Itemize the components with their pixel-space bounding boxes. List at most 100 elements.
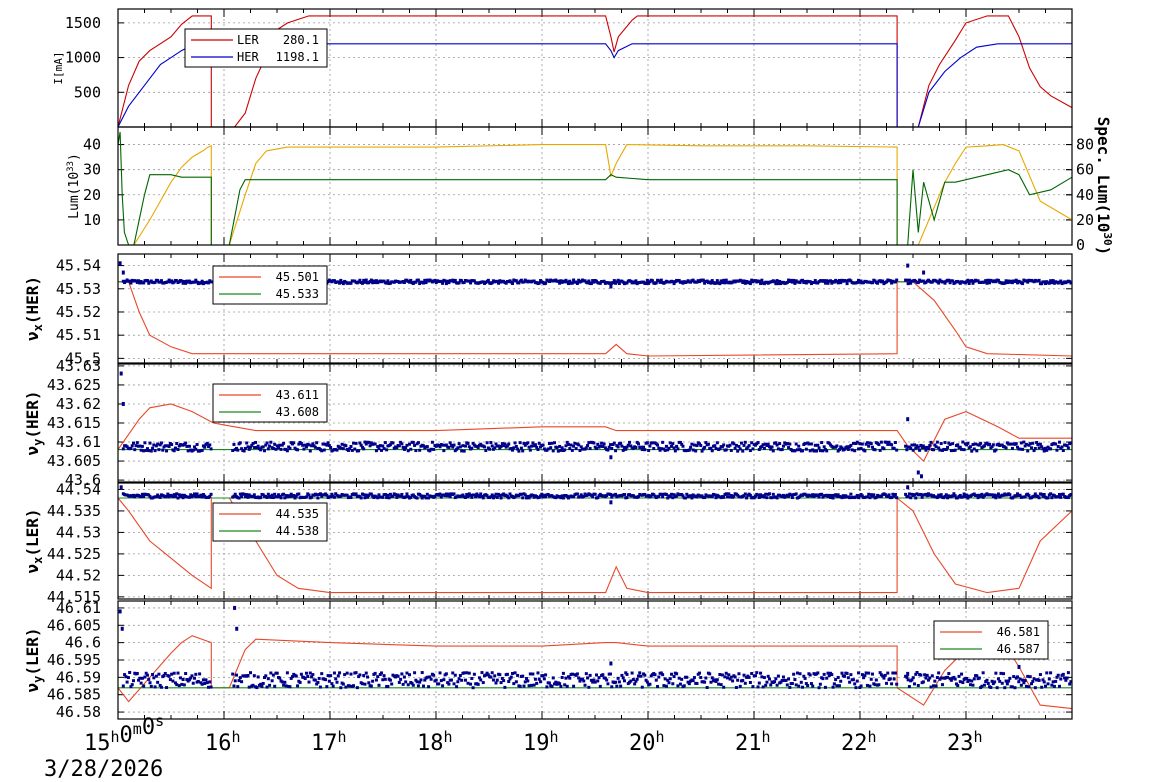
data-point bbox=[675, 444, 679, 448]
data-point bbox=[625, 672, 629, 676]
data-point bbox=[432, 673, 436, 677]
y-tick-label: 44.54 bbox=[56, 480, 101, 498]
data-point bbox=[821, 449, 825, 453]
data-point bbox=[753, 443, 757, 447]
data-point bbox=[865, 683, 869, 687]
data-point bbox=[653, 673, 657, 677]
data-point bbox=[138, 444, 142, 448]
data-point bbox=[743, 681, 747, 685]
data-point bbox=[809, 442, 813, 446]
data-point bbox=[449, 443, 453, 447]
data-point bbox=[727, 492, 731, 496]
x-hour-label: 20h bbox=[629, 728, 665, 756]
data-point bbox=[961, 681, 965, 685]
data-point bbox=[871, 281, 875, 285]
data-point bbox=[418, 680, 422, 684]
data-point bbox=[827, 493, 831, 497]
data-point bbox=[714, 447, 718, 451]
data-point bbox=[825, 676, 829, 680]
data-point bbox=[462, 671, 466, 675]
data-point bbox=[944, 493, 948, 497]
data-point bbox=[273, 442, 277, 446]
data-point bbox=[242, 449, 246, 453]
data-point bbox=[521, 674, 525, 678]
data-point bbox=[845, 282, 849, 286]
data-point bbox=[475, 492, 479, 496]
data-point bbox=[788, 685, 792, 689]
data-point bbox=[961, 440, 965, 444]
data-point bbox=[869, 677, 873, 681]
data-point bbox=[747, 280, 751, 284]
data-point bbox=[131, 679, 135, 683]
data-point bbox=[924, 448, 928, 452]
data-point bbox=[813, 443, 817, 447]
data-point bbox=[140, 492, 144, 496]
data-point bbox=[934, 445, 938, 449]
data-point bbox=[561, 496, 565, 500]
data-point bbox=[756, 493, 760, 497]
data-point bbox=[658, 280, 662, 284]
data-point bbox=[167, 674, 171, 678]
data-point bbox=[586, 444, 590, 448]
data-point bbox=[142, 449, 146, 453]
data-point bbox=[128, 279, 132, 283]
data-point bbox=[709, 680, 713, 684]
data-point bbox=[977, 443, 981, 447]
data-point bbox=[990, 445, 994, 449]
data-point bbox=[855, 679, 859, 683]
data-point bbox=[560, 494, 564, 498]
y-tick-label: 43.62 bbox=[56, 395, 101, 413]
data-point bbox=[820, 492, 824, 496]
data-point bbox=[386, 279, 390, 283]
data-point bbox=[181, 281, 185, 285]
data-point bbox=[349, 445, 353, 449]
data-point bbox=[441, 443, 445, 447]
data-point bbox=[377, 447, 381, 451]
data-point bbox=[996, 492, 1000, 496]
data-point bbox=[568, 676, 572, 680]
data-point bbox=[246, 674, 250, 678]
data-point bbox=[798, 281, 802, 285]
data-point bbox=[808, 673, 812, 677]
data-point bbox=[1050, 281, 1054, 285]
data-point bbox=[498, 493, 502, 497]
data-point bbox=[238, 492, 242, 496]
data-point bbox=[775, 443, 779, 447]
data-point bbox=[853, 682, 857, 686]
data-point bbox=[437, 682, 441, 686]
data-point bbox=[139, 681, 143, 685]
data-point bbox=[325, 443, 329, 447]
data-point bbox=[399, 494, 403, 498]
data-point-outlier bbox=[609, 500, 613, 505]
data-point bbox=[577, 676, 581, 680]
data-point bbox=[836, 281, 840, 285]
data-point bbox=[1037, 278, 1041, 282]
data-point bbox=[166, 492, 170, 496]
data-point bbox=[190, 674, 194, 678]
data-point bbox=[470, 676, 474, 680]
data-point bbox=[1028, 675, 1032, 679]
data-point bbox=[276, 446, 280, 450]
data-point bbox=[320, 672, 324, 676]
data-point bbox=[278, 676, 282, 680]
data-point bbox=[742, 494, 746, 498]
data-point bbox=[484, 448, 488, 452]
data-point bbox=[142, 684, 146, 688]
data-point bbox=[142, 281, 146, 285]
panel-nuy_her: 43.643.60543.6143.61543.6243.62543.6343.… bbox=[23, 357, 1073, 489]
data-point bbox=[428, 675, 432, 679]
data-point bbox=[1004, 679, 1008, 683]
data-point bbox=[163, 672, 167, 676]
data-point bbox=[919, 673, 923, 677]
data-point bbox=[845, 445, 849, 449]
data-point bbox=[278, 443, 282, 447]
data-point bbox=[385, 448, 389, 452]
data-point bbox=[804, 682, 808, 686]
y-tick-label: 43.6 bbox=[65, 471, 101, 489]
data-point bbox=[659, 447, 663, 451]
x-hour-label: 16h bbox=[205, 728, 241, 756]
data-point bbox=[125, 680, 129, 684]
data-point bbox=[771, 449, 775, 453]
data-point bbox=[388, 492, 392, 496]
